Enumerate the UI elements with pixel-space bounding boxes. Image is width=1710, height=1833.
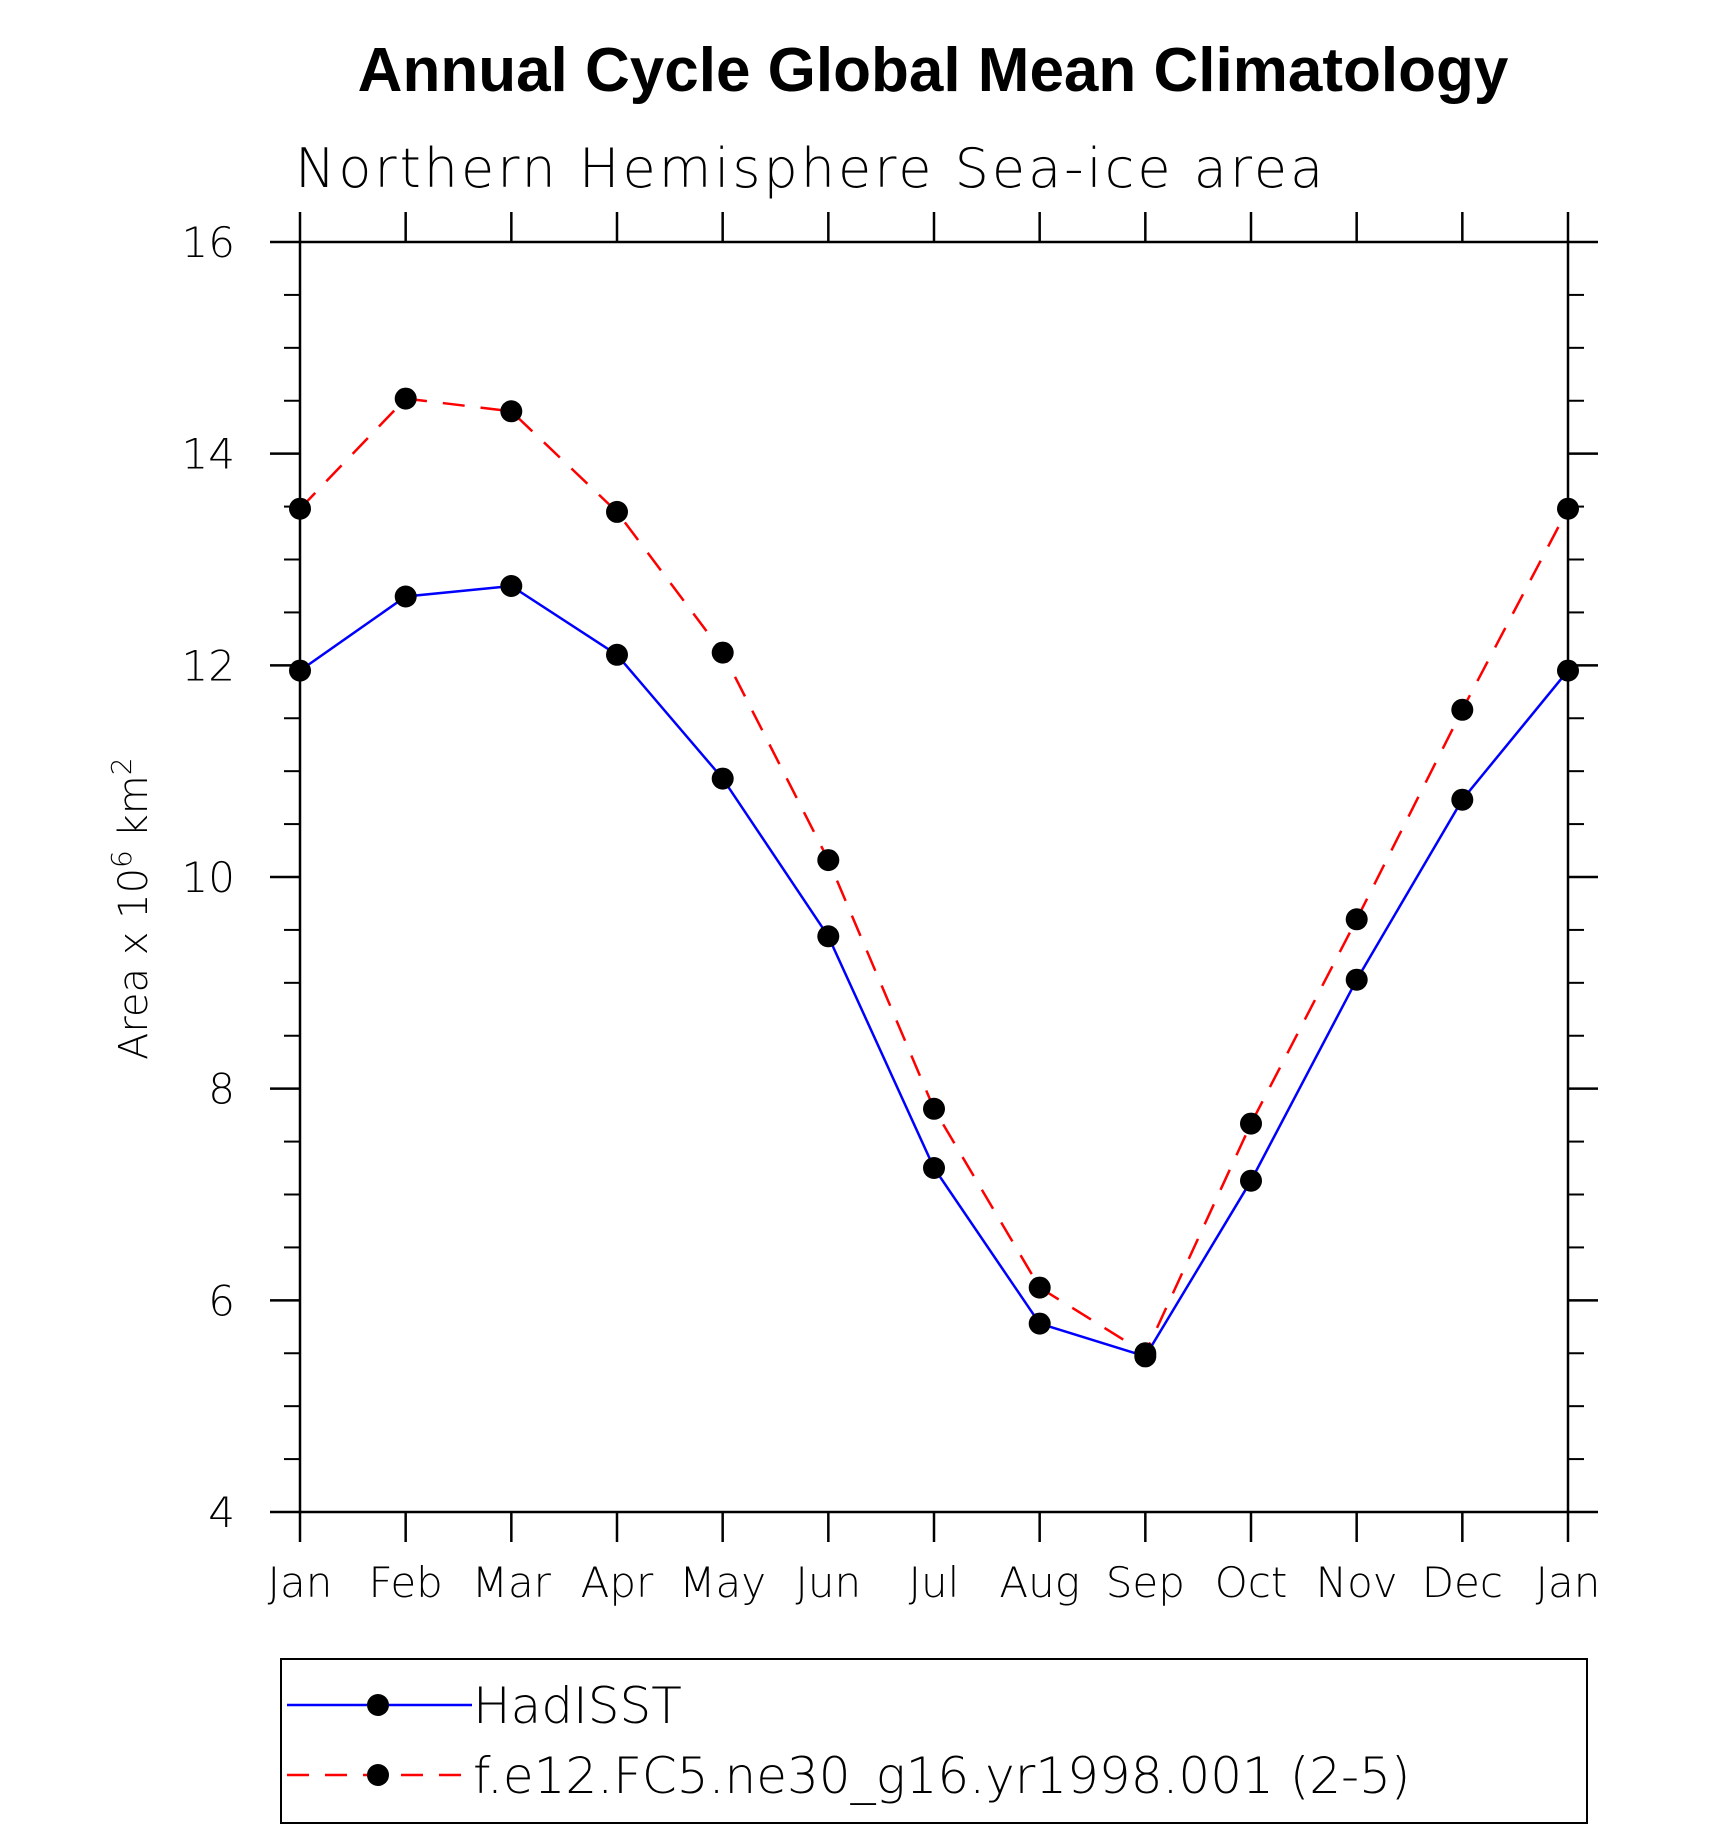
chart-title: Annual Cycle Global Mean Climatology <box>358 36 1509 105</box>
series-1-point <box>394 585 417 608</box>
x-tick-label: Nov <box>1316 1558 1398 1607</box>
series-1-point <box>923 1157 945 1179</box>
series-2-point <box>1557 497 1579 520</box>
series-2-point <box>1345 908 1368 931</box>
series-1-point <box>1451 788 1474 811</box>
series-2-point <box>500 400 523 423</box>
x-tick-label: Jan <box>1536 1558 1601 1607</box>
y-tick-label: 8 <box>208 1065 235 1114</box>
series-1-point <box>1240 1169 1262 1192</box>
legend-marker-model <box>367 1764 389 1786</box>
series-2-point <box>1028 1276 1051 1299</box>
series-line-2 <box>299 397 1570 1356</box>
legend-label-hadisst: HadISST <box>473 1677 682 1735</box>
plot-axes: 4 6 8 10 12 14 16 Jan Feb Mar Apr May Jun Jul Aug Sep Oc… <box>182 212 1601 1607</box>
x-tick-label: Oct <box>1215 1558 1288 1607</box>
series-2-point <box>923 1097 945 1120</box>
series-2-point <box>711 641 734 664</box>
y-tick-label: 12 <box>182 641 235 690</box>
y-tick-label: 14 <box>182 430 235 479</box>
series-1-point <box>1345 968 1368 991</box>
series-line-1 <box>299 584 1569 1358</box>
series-2-point <box>1134 1342 1157 1365</box>
series-2-point <box>606 500 628 523</box>
series-2-point <box>1240 1112 1262 1135</box>
series-1-point <box>606 643 628 666</box>
series-1-point <box>711 767 734 790</box>
x-tick-label: May <box>679 1558 766 1607</box>
x-tick-label: Mar <box>472 1558 552 1607</box>
x-tick-label: Jun <box>796 1558 862 1607</box>
x-tick-label: Apr <box>581 1558 654 1607</box>
x-tick-label: Aug <box>999 1558 1080 1607</box>
x-tick-label: Sep <box>1106 1558 1185 1607</box>
legend: HadISST f.e12.FC5.ne30_g16.yr1998.001 (2… <box>280 1658 1588 1824</box>
series-1-point <box>500 575 523 597</box>
y-tick-label: 16 <box>182 218 235 267</box>
legend-marker-hadisst <box>367 1694 389 1716</box>
series-2-point <box>1451 698 1474 721</box>
series-2-point <box>289 497 311 520</box>
series-1-point <box>289 659 311 682</box>
legend-box <box>280 1658 1588 1824</box>
chart-subtitle: Northern Hemisphere Sea-ice area <box>295 137 1326 200</box>
series-2-point <box>394 387 417 410</box>
x-tick-label: Jul <box>909 1558 960 1607</box>
series-layer <box>299 397 1570 1358</box>
series-1-point <box>1557 659 1579 682</box>
marker-layer <box>289 387 1579 1368</box>
x-tick-label: Dec <box>1422 1558 1503 1607</box>
y-tick-label: 10 <box>182 853 235 902</box>
y-axis-label: Area x 106 km2 <box>105 757 157 1060</box>
y-tick-label: 4 <box>208 1488 235 1537</box>
y-tick-label: 6 <box>208 1276 235 1325</box>
legend-label-model: f.e12.FC5.ne30_g16.yr1998.001 (2-5) <box>473 1747 1410 1805</box>
x-tick-label: Feb <box>368 1558 442 1607</box>
series-2-point <box>817 849 840 872</box>
series-1-point <box>817 925 840 948</box>
series-1-point <box>1028 1312 1051 1335</box>
x-tick-label: Jan <box>268 1558 333 1607</box>
